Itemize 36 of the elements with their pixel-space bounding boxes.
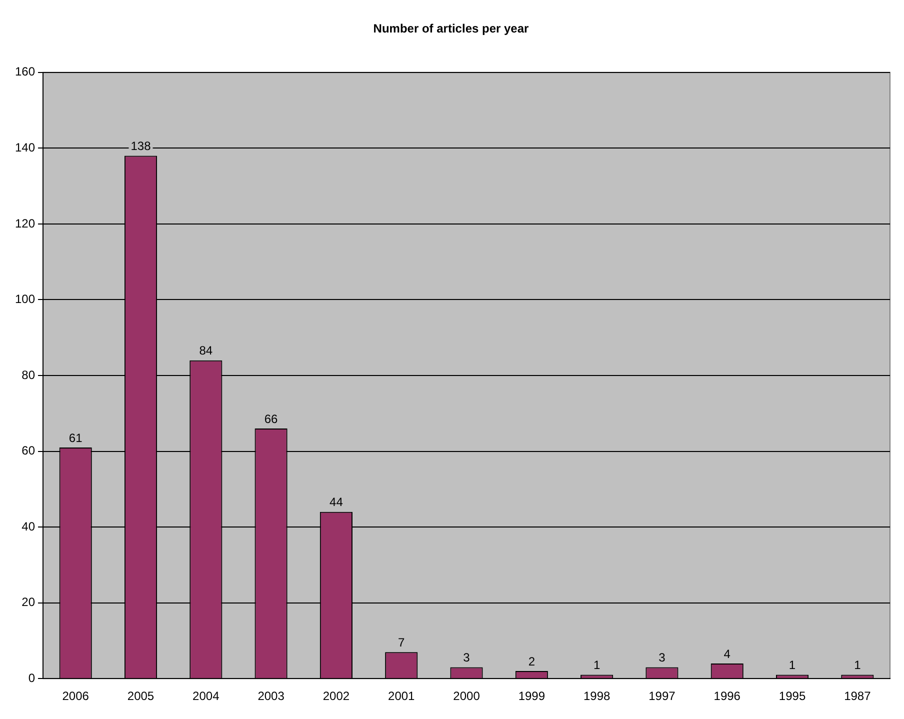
data-label: 4 xyxy=(724,646,731,661)
x-tick-label: 1987 xyxy=(844,689,872,704)
y-tick-label: 120 xyxy=(14,216,36,230)
x-tick-label: 1998 xyxy=(583,689,610,704)
data-label: 1 xyxy=(854,658,862,672)
x-tick-label: 2004 xyxy=(192,689,220,704)
data-label: 3 xyxy=(658,650,666,665)
data-label: 1 xyxy=(593,658,600,672)
y-tick-label: 40 xyxy=(22,519,36,534)
x-tick-label: 1997 xyxy=(648,689,676,704)
x-tick-label: 2006 xyxy=(62,689,90,704)
y-tick-label: 20 xyxy=(22,595,36,610)
x-tick-label: 2001 xyxy=(388,689,416,704)
data-label: 138 xyxy=(130,139,152,154)
x-tick-label: 1996 xyxy=(714,689,741,704)
data-label: 84 xyxy=(199,344,213,358)
data-label: 44 xyxy=(330,495,344,510)
y-tick-label: 80 xyxy=(22,368,36,382)
x-tick-label: 2005 xyxy=(127,689,154,704)
x-tick-label: 1999 xyxy=(518,689,546,704)
chart-title: Number of articles per year xyxy=(373,22,530,36)
y-tick-label: 160 xyxy=(14,64,36,79)
y-tick-label: 60 xyxy=(22,444,36,458)
data-label: 3 xyxy=(463,650,470,665)
data-label: 66 xyxy=(264,412,278,426)
y-tick-label: 0 xyxy=(28,670,36,685)
x-tick-label: 2000 xyxy=(453,689,480,704)
x-tick-label: 2003 xyxy=(258,689,285,704)
x-tick-label: 2002 xyxy=(322,689,350,704)
data-label: 2 xyxy=(528,654,536,668)
data-label: 7 xyxy=(398,635,406,650)
data-label: 1 xyxy=(788,658,796,672)
y-tick-label: 100 xyxy=(14,292,36,306)
x-tick-label: 1995 xyxy=(778,689,806,704)
data-label: 61 xyxy=(68,430,83,445)
y-tick-label: 140 xyxy=(14,140,36,154)
